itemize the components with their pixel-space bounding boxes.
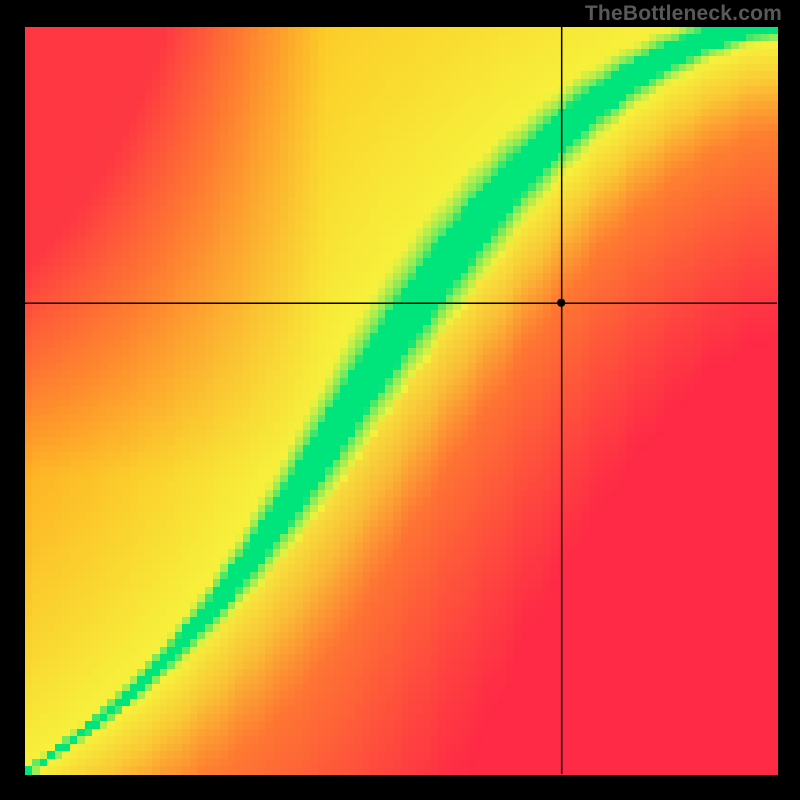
watermark-text: TheBottleneck.com — [585, 2, 782, 26]
chart-container: TheBottleneck.com — [0, 0, 800, 800]
heatmap-canvas — [0, 0, 800, 800]
